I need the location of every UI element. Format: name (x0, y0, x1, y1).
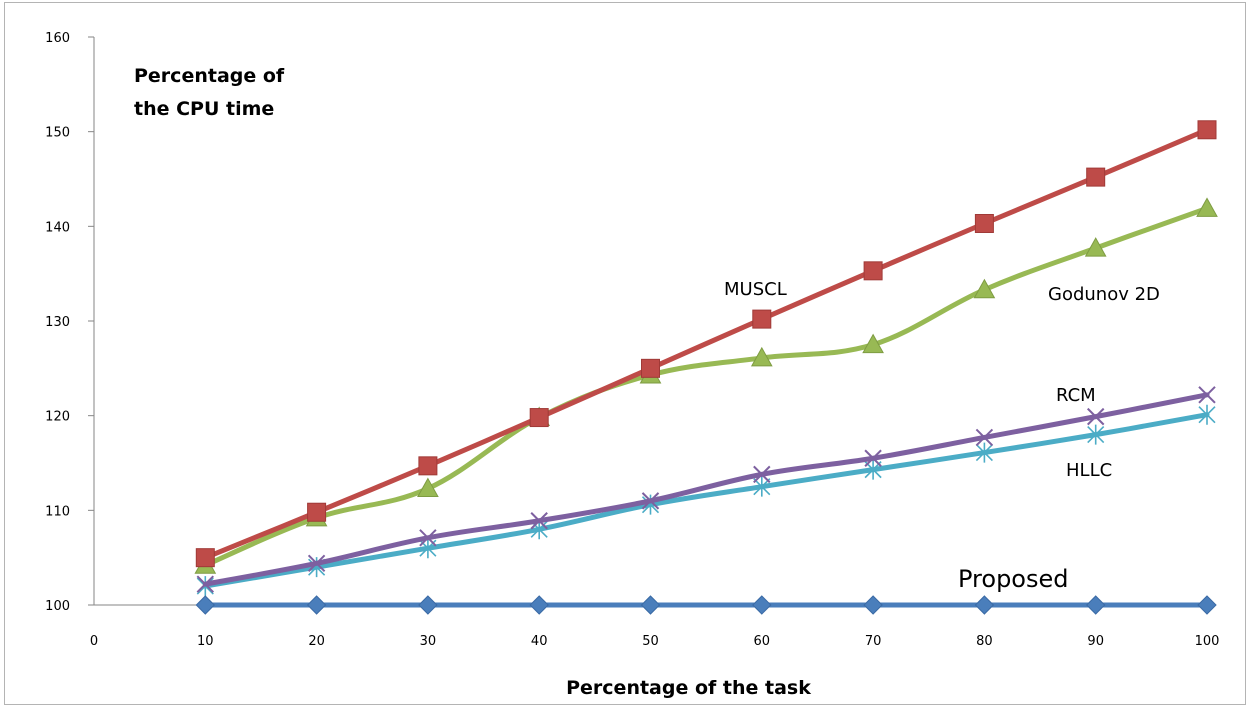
y-tick-label: 110 (45, 504, 70, 519)
y-tick-label: 100 (45, 599, 70, 614)
series-label-hllc: HLLC (1066, 460, 1112, 481)
triangle-marker (1196, 197, 1218, 217)
series-label-proposed: Proposed (958, 565, 1069, 593)
triangle-marker (417, 477, 439, 498)
y-tick-label: 160 (45, 31, 70, 46)
x-marker (1086, 407, 1105, 426)
square-marker (752, 309, 772, 329)
x-tick-label: 40 (531, 634, 548, 649)
diamond-marker (1085, 595, 1106, 615)
square-marker (641, 358, 660, 378)
x-tick-label: 10 (197, 634, 214, 649)
x-marker (864, 449, 882, 467)
star-marker (1198, 404, 1216, 425)
x-tick-label: 90 (1087, 634, 1104, 649)
diamond-marker (863, 595, 883, 615)
x-marker (419, 529, 437, 547)
series-line-hllc (202, 412, 1210, 589)
x-tick-label: 20 (308, 634, 325, 649)
square-marker (529, 408, 549, 428)
star-marker (753, 476, 771, 497)
x-tick-label: 100 (1195, 634, 1220, 649)
x-marker (1198, 386, 1216, 404)
x-tick-label: 60 (754, 634, 771, 649)
square-marker (195, 548, 215, 568)
series-line-godunov-2d (202, 205, 1210, 568)
y-axis-title: Percentage of (134, 65, 285, 87)
series-label-rcm: RCM (1056, 385, 1096, 406)
square-marker (1197, 120, 1217, 140)
triangle-marker (1084, 237, 1107, 257)
series-line-muscl (202, 127, 1210, 561)
diamond-marker (1197, 595, 1217, 615)
diamond-marker (195, 595, 216, 615)
square-marker (418, 456, 438, 476)
triangle-marker (750, 346, 773, 367)
square-marker (307, 502, 327, 522)
x-marker (975, 428, 994, 447)
star-marker (1087, 424, 1105, 445)
y-tick-label: 140 (45, 220, 70, 235)
triangle-marker (973, 278, 996, 299)
x-marker (530, 512, 548, 530)
x-tick-label: 50 (642, 634, 659, 649)
x-tick-label: 70 (865, 634, 882, 649)
x-tick-label: 80 (976, 634, 993, 649)
chart-frame (4, 2, 1246, 705)
x-marker (753, 465, 771, 484)
diamond-marker (752, 595, 772, 615)
x-axis-title: Percentage of the task (566, 677, 811, 699)
y-tick-label: 130 (45, 315, 70, 330)
x-tick-label: 0 (90, 634, 98, 649)
y-axis-title: the CPU time (134, 98, 274, 120)
diamond-marker (306, 595, 327, 615)
y-tick-label: 150 (45, 126, 70, 141)
x-marker (641, 492, 660, 510)
square-marker (974, 213, 994, 233)
diamond-marker (418, 595, 438, 615)
diamond-marker (974, 595, 995, 615)
diamond-marker (640, 595, 661, 615)
y-tick-label: 120 (45, 410, 70, 425)
x-tick-label: 30 (420, 634, 437, 649)
diamond-marker (529, 595, 549, 615)
series-line-rcm (202, 392, 1210, 587)
star-marker (975, 442, 993, 463)
square-marker (1086, 167, 1106, 187)
square-marker (863, 261, 883, 281)
series-label-godunov-2d: Godunov 2D (1048, 284, 1160, 305)
triangle-marker (862, 333, 884, 354)
series-label-muscl: MUSCL (724, 279, 787, 300)
x-marker (196, 575, 215, 593)
x-marker (307, 554, 326, 573)
